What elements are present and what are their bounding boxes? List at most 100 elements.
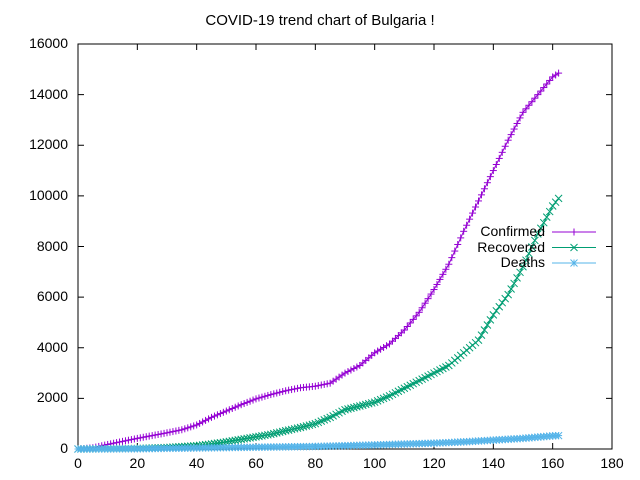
data-point [489, 310, 498, 319]
data-point [519, 262, 527, 271]
data-point [344, 368, 352, 376]
data-point [367, 399, 376, 407]
data-point [341, 405, 349, 414]
data-point [288, 386, 296, 394]
data-point [522, 105, 530, 113]
data-point [570, 259, 578, 267]
data-point [542, 213, 551, 221]
data-point [252, 395, 260, 403]
data-point [374, 347, 382, 355]
data-point [442, 265, 450, 273]
data-point [202, 416, 210, 424]
data-point [205, 415, 213, 423]
data-point [430, 286, 438, 294]
data-point [163, 429, 171, 437]
data-point [546, 76, 554, 84]
data-point [255, 394, 263, 402]
chart-title: COVID-19 trend chart of Bulgaria ! [205, 12, 435, 29]
data-point [154, 430, 162, 438]
data-point [483, 321, 492, 329]
data-point [266, 430, 275, 439]
data-point [172, 427, 180, 435]
data-point [358, 401, 367, 410]
data-point [181, 425, 189, 433]
data-point [142, 433, 150, 441]
data-point [175, 426, 183, 434]
data-point [548, 202, 557, 210]
data-point [113, 439, 121, 447]
data-point [361, 400, 370, 409]
data-point [507, 131, 515, 139]
x-tick-label: 100 [362, 455, 387, 471]
data-point [308, 420, 317, 429]
data-point [344, 405, 352, 413]
y-tick-label: 6000 [36, 288, 68, 305]
data-point [498, 298, 507, 307]
x-tick-label: 180 [600, 455, 624, 471]
data-point [489, 167, 497, 175]
data-point [353, 363, 361, 371]
data-point [477, 331, 486, 339]
data-point [228, 405, 236, 412]
data-point [406, 319, 414, 327]
data-point [504, 136, 512, 144]
data-point [184, 424, 192, 432]
y-tick-label: 2000 [36, 389, 68, 406]
data-point [287, 425, 296, 434]
data-point [281, 426, 290, 435]
data-point [187, 423, 195, 431]
data-point [130, 435, 138, 443]
data-point [208, 413, 215, 421]
data-point [311, 382, 319, 390]
x-tick-label: 80 [307, 455, 324, 471]
data-point [279, 388, 287, 396]
data-point [409, 315, 417, 323]
data-point [507, 285, 515, 293]
data-point [291, 385, 299, 393]
data-point [513, 119, 521, 127]
data-point [454, 240, 462, 248]
data-point [225, 406, 233, 414]
data-point [492, 306, 501, 315]
y-tick-label: 10000 [29, 186, 68, 203]
legend [552, 228, 596, 267]
data-point [421, 299, 429, 307]
data-point [121, 437, 129, 445]
data-point [275, 428, 284, 437]
data-point [460, 227, 468, 235]
data-point [323, 380, 331, 388]
x-tick-label: 20 [129, 455, 146, 471]
series-layer [74, 69, 563, 453]
data-point [510, 279, 518, 288]
data-point [533, 229, 542, 238]
data-point [193, 421, 201, 429]
x-tick-label: 60 [248, 455, 264, 471]
data-point [540, 84, 548, 92]
data-point [501, 294, 510, 303]
data-point [210, 412, 218, 420]
data-point [350, 403, 358, 412]
x-tick-label: 160 [540, 455, 565, 471]
data-point [151, 431, 159, 439]
data-point [246, 397, 254, 405]
data-point [516, 268, 524, 277]
x-tick-label: 0 [74, 455, 82, 471]
data-point [480, 185, 488, 193]
data-point [299, 422, 308, 431]
data-point [231, 403, 239, 411]
data-point [495, 302, 504, 311]
data-point [219, 408, 227, 416]
data-point [525, 101, 533, 109]
data-point [317, 381, 325, 389]
data-point [486, 316, 495, 324]
data-point [284, 426, 293, 434]
data-point [433, 280, 441, 288]
data-point [169, 428, 177, 436]
data-point [445, 260, 453, 268]
data-point [124, 436, 132, 444]
data-point [474, 336, 483, 345]
data-point [424, 295, 432, 303]
data-point [469, 209, 477, 217]
x-tick-label: 120 [422, 455, 446, 471]
